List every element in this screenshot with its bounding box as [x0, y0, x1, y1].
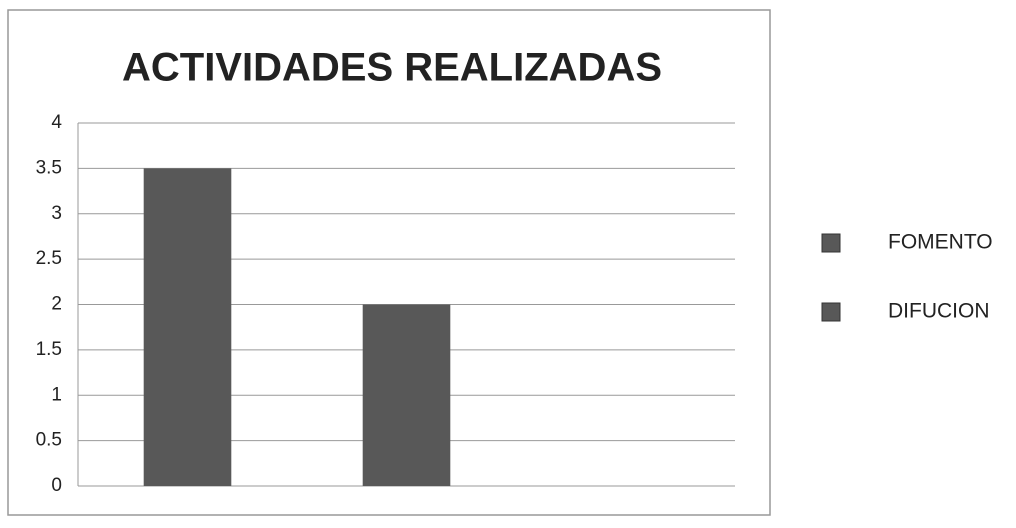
- legend-swatch: [821, 233, 841, 253]
- bar: [143, 168, 232, 486]
- y-tick-label: 0: [51, 475, 62, 496]
- y-tick-label: 4: [51, 112, 62, 133]
- bar: [362, 304, 451, 486]
- y-tick-label: 2.5: [36, 248, 62, 269]
- y-tick-label: 2: [51, 294, 62, 315]
- chart-title: ACTIVIDADES REALIZADAS: [122, 46, 662, 90]
- legend-swatch: [821, 302, 841, 322]
- y-tick-label: 3.5: [36, 157, 62, 178]
- y-tick-label: 1.5: [36, 339, 62, 360]
- y-tick-label: 3: [51, 203, 62, 224]
- y-tick-label: 0.5: [36, 430, 62, 451]
- y-tick-label: 1: [51, 384, 62, 405]
- legend-label: DIFUCION: [888, 300, 990, 323]
- legend-label: FOMENTO: [888, 231, 993, 254]
- chart-border: [7, 9, 771, 516]
